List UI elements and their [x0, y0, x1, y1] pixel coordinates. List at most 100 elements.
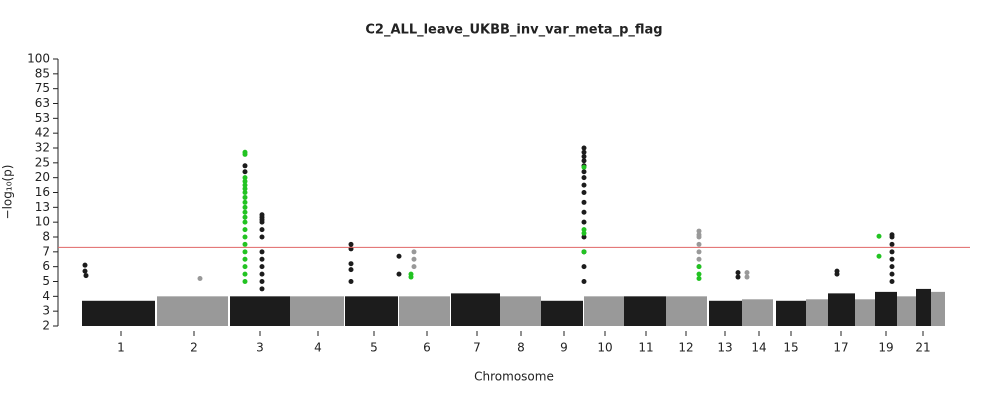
- snp-point: [242, 249, 248, 255]
- x-tick-label: 9: [560, 341, 568, 355]
- snp-point: [242, 209, 248, 215]
- snp-point: [581, 145, 587, 151]
- snp-point: [348, 267, 354, 273]
- y-tick-label: 2: [42, 319, 50, 333]
- snp-point: [889, 234, 895, 240]
- snp-point: [744, 270, 750, 276]
- y-tick-label: 13: [35, 200, 50, 214]
- snp-point: [834, 271, 840, 277]
- snp-point: [581, 227, 587, 233]
- snp-cluster: [82, 300, 155, 326]
- x-tick-label: 13: [717, 341, 732, 355]
- snp-point: [82, 262, 88, 268]
- y-tick-label: 85: [35, 66, 50, 80]
- chart-title: C2_ALL_leave_UKBB_inv_var_meta_p_flag: [365, 23, 662, 38]
- snp-cluster: [399, 296, 450, 326]
- snp-point: [581, 219, 587, 225]
- snp-point: [242, 214, 248, 220]
- y-tick-label: 100: [27, 52, 50, 66]
- snp-cluster: [776, 300, 806, 326]
- snp-cluster: [157, 296, 228, 326]
- snp-point: [259, 271, 265, 277]
- snp-point: [242, 204, 248, 210]
- snp-point: [581, 190, 587, 195]
- snp-point: [242, 199, 248, 205]
- snp-point: [242, 163, 248, 169]
- y-tick-label: 42: [35, 126, 50, 140]
- snp-point: [696, 234, 702, 240]
- snp-point: [242, 241, 248, 247]
- snp-point: [348, 241, 354, 247]
- snp-point: [581, 209, 587, 215]
- x-tick-label: 10: [597, 341, 612, 355]
- y-tick-label: 32: [35, 141, 50, 155]
- snp-cluster: [828, 293, 855, 326]
- snp-cluster: [916, 288, 931, 326]
- snp-cluster: [290, 296, 344, 326]
- snp-point: [242, 271, 248, 277]
- snp-point: [242, 194, 248, 200]
- snp-point: [197, 276, 203, 282]
- snp-cluster: [742, 299, 773, 326]
- snp-point: [581, 158, 587, 164]
- snp-point: [735, 274, 741, 280]
- snp-point: [696, 241, 702, 247]
- snp-point: [581, 153, 587, 159]
- snp-point: [242, 234, 248, 240]
- snp-point: [259, 234, 265, 240]
- snp-point: [242, 169, 248, 175]
- x-tick-label: 7: [473, 341, 481, 355]
- snp-cluster: [584, 296, 624, 326]
- snp-point: [411, 249, 417, 255]
- snp-point: [696, 276, 702, 282]
- snp-cluster: [931, 291, 945, 326]
- y-tick-label: 20: [35, 170, 50, 184]
- snp-point: [581, 175, 587, 181]
- snp-cluster: [451, 293, 500, 326]
- snp-point: [889, 264, 895, 270]
- snp-cluster: [709, 300, 742, 326]
- x-tick-label: 6: [423, 341, 431, 355]
- snp-point: [876, 233, 882, 239]
- snp-point: [82, 268, 88, 274]
- x-tick-label: 17: [833, 341, 848, 355]
- x-tick-label: 8: [517, 341, 525, 355]
- snp-point: [581, 264, 587, 270]
- y-tick-label: 53: [35, 111, 50, 125]
- snp-point: [396, 253, 402, 259]
- snp-point: [242, 175, 248, 181]
- snp-point: [696, 228, 702, 234]
- y-tick-label: 3: [42, 304, 50, 318]
- snp-cluster: [500, 296, 541, 326]
- y-axis-label: −log₁₀(p): [1, 165, 15, 220]
- snp-cluster: [875, 291, 897, 326]
- x-tick-label: 19: [878, 341, 893, 355]
- snp-cluster: [855, 299, 875, 326]
- y-tick-label: 10: [35, 215, 50, 229]
- snp-point: [242, 264, 248, 270]
- snp-point: [581, 279, 587, 284]
- y-tick-label: 6: [42, 259, 50, 273]
- y-tick-label: 8: [42, 230, 50, 244]
- snp-point: [696, 249, 702, 255]
- snp-point: [396, 271, 402, 277]
- x-tick-label: 5: [370, 341, 378, 355]
- snp-point: [581, 249, 587, 255]
- snp-point: [242, 182, 248, 188]
- snp-point: [735, 270, 741, 276]
- y-tick-label: 75: [35, 81, 50, 95]
- snp-cluster: [624, 296, 666, 326]
- snp-point: [348, 261, 354, 267]
- snp-point: [581, 149, 587, 155]
- snp-point: [411, 264, 417, 270]
- x-tick-label: 21: [915, 341, 930, 355]
- x-tick-label: 2: [190, 341, 198, 355]
- snp-point: [242, 190, 248, 195]
- y-tick-label: 5: [42, 274, 50, 288]
- snp-point: [581, 164, 587, 170]
- snp-point: [259, 279, 265, 284]
- snp-point: [581, 169, 587, 175]
- x-tick-label: 11: [638, 341, 653, 355]
- snp-point: [889, 249, 895, 255]
